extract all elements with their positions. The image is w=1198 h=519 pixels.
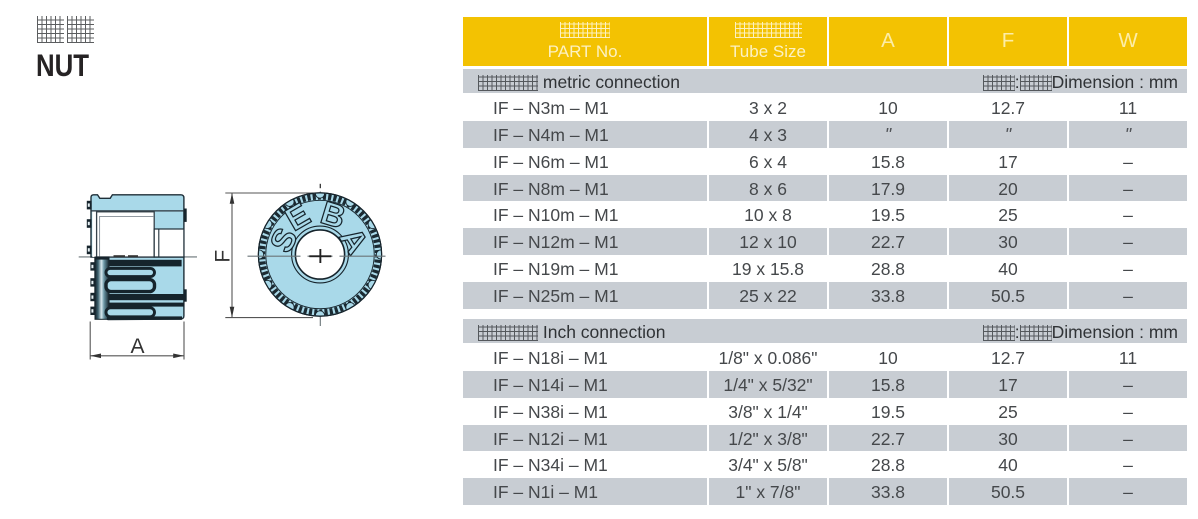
svg-text:F: F [211, 250, 234, 263]
svg-text:A: A [130, 335, 144, 358]
